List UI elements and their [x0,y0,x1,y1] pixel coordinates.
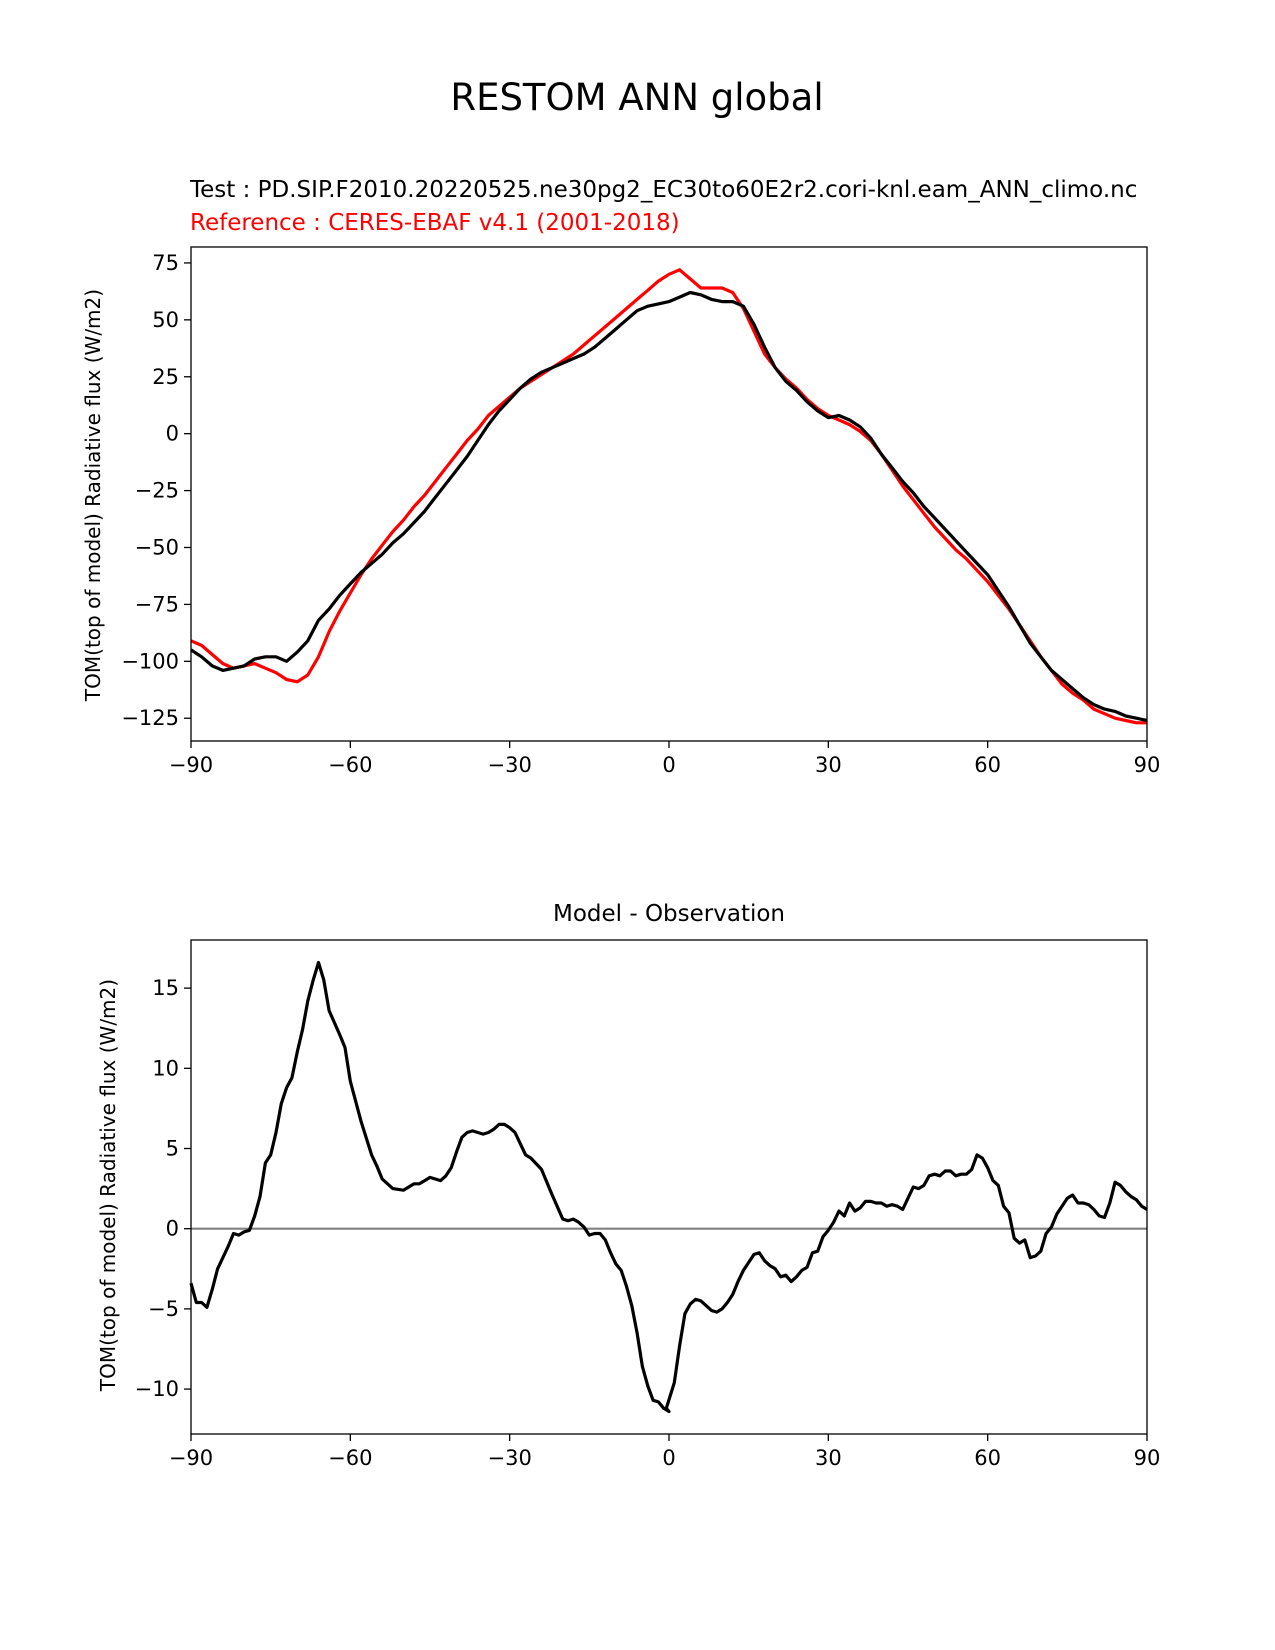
top-y-tick-label: −125 [121,706,179,730]
bottom-y-axis-label: TOM(top of model) Radiative flux (W/m2) [96,979,120,1392]
bottom-x-tick-label: 90 [1134,1446,1161,1470]
bottom-series-line-test [189,960,1148,1414]
top-panel: Test : PD.SIP.F2010.20220525.ne30pg2_EC3… [81,177,1160,777]
bottom-y-tick-label: −10 [135,1377,179,1401]
bottom-y-tick-label: −5 [148,1297,179,1321]
bottom-title: Model - Observation [553,901,785,927]
bottom-x-tick-label: 0 [662,1446,675,1470]
top-x-tick-label: −90 [169,753,213,777]
top-y-tick-label: −25 [135,479,179,503]
top-series-line-test [190,290,1148,723]
top-plot-frame [190,246,1148,742]
top-x-tick-label: 60 [974,753,1001,777]
bottom-plot-frame [190,939,1148,1435]
bottom-x-tick-label: −60 [328,1446,372,1470]
bottom-y-tick-label: 0 [166,1217,179,1241]
bottom-series [189,960,1148,1414]
bottom-x-tick-label: 30 [815,1446,842,1470]
top-series-line-reference [190,268,1147,725]
top-x-tick-label: −60 [328,753,372,777]
bottom-x-tick-label: −90 [169,1446,213,1470]
top-x-tick-label: 0 [662,753,675,777]
top-y-tick-label: −100 [121,649,179,673]
top-y-tick-label: −50 [135,535,179,559]
top-test-title: Test : PD.SIP.F2010.20220525.ne30pg2_EC3… [189,177,1137,203]
bottom-x-tick-label: 60 [974,1446,1001,1470]
top-y-ticks: −125 −100 −75 −50 −25 0 25 50 75 [121,251,191,730]
top-reference-title: Reference : CERES-EBAF v4.1 (2001-2018) [190,210,680,236]
top-x-tick-label: 30 [815,753,842,777]
bottom-panel: Model - Observation TOM(top of model) Ra… [96,901,1160,1470]
top-y-tick-label: 0 [166,422,179,446]
top-y-tick-label: 25 [152,365,179,389]
bottom-y-ticks: −10 −5 0 5 10 15 [135,976,191,1401]
bottom-x-ticks: −90 −60 −30 0 30 60 90 [169,1434,1161,1470]
top-x-tick-label: 90 [1134,753,1161,777]
top-y-tick-label: 50 [152,308,179,332]
bottom-y-tick-label: 10 [152,1056,179,1080]
top-x-tick-label: −30 [488,753,532,777]
top-y-tick-label: −75 [135,592,179,616]
top-x-ticks: −90 −60 −30 0 30 60 90 [169,741,1161,777]
top-y-axis-label: TOM(top of model) Radiative flux (W/m2) [81,289,105,702]
bottom-y-tick-label: 15 [152,976,179,1000]
top-series [190,268,1148,725]
figure-title: RESTOM ANN global [450,76,823,119]
bottom-x-tick-label: −30 [488,1446,532,1470]
bottom-y-tick-label: 5 [166,1137,179,1161]
top-y-tick-label: 75 [152,251,179,275]
